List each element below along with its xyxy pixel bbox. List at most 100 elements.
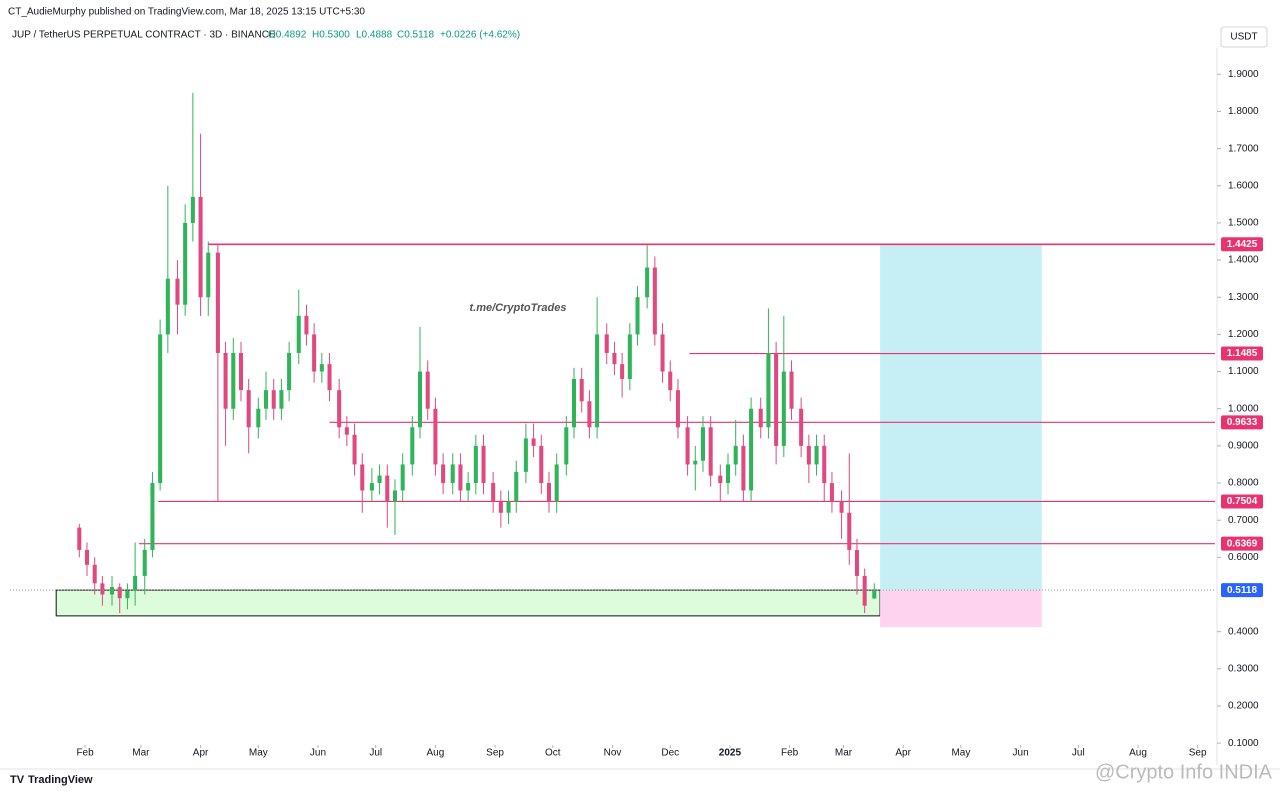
zone (880, 590, 1042, 628)
y-tick-label: 1.8000 (1228, 106, 1259, 117)
candle-body (400, 464, 405, 491)
candle-body (458, 464, 463, 491)
x-tick-label: May (249, 748, 268, 759)
y-tick-label: 0.1000 (1228, 738, 1259, 749)
candle-body (150, 483, 155, 550)
candle-body (491, 483, 496, 502)
candle-body (231, 352, 236, 409)
level-label: 1.1485 (1227, 348, 1258, 359)
candle-body (498, 501, 503, 513)
last-price-label: 0.5118 (1227, 585, 1257, 596)
x-tick-label: Aug (427, 748, 445, 759)
y-tick-label: 1.5000 (1228, 218, 1259, 229)
x-tick-label: Dec (661, 748, 679, 759)
candle-body (587, 401, 592, 428)
candle-body (781, 371, 786, 446)
candle-body (766, 352, 771, 428)
candle-body (385, 475, 390, 502)
x-tick-label: Apr (193, 748, 209, 759)
x-tick-label: Mar (835, 748, 853, 759)
candle-body (450, 464, 455, 484)
candle-body (175, 278, 180, 305)
candle-body (206, 252, 211, 298)
candle-body (352, 434, 357, 465)
candle-body (117, 587, 122, 599)
candle-body (725, 464, 731, 484)
candle-body (806, 445, 811, 465)
candle-body (564, 427, 569, 465)
candle-body (839, 501, 844, 513)
candle-body (854, 549, 859, 576)
change: +0.0226 (+4.62%) (440, 30, 520, 41)
candle-body (675, 390, 680, 428)
candle-body (604, 334, 609, 353)
y-tick-label: 0.2000 (1228, 701, 1259, 712)
currency-box[interactable] (1220, 26, 1268, 48)
candle-body (741, 445, 746, 491)
x-tick-label: Jun (1013, 748, 1029, 759)
level-label: 1.4425 (1227, 239, 1258, 250)
open: O0.4892 (268, 30, 307, 41)
candle-body (441, 464, 446, 484)
candle-body (296, 315, 301, 353)
level-tag (1221, 536, 1263, 551)
candle-body (693, 460, 698, 465)
candle-body (327, 364, 332, 391)
candle-body (645, 267, 650, 298)
x-tick-label: Sep (486, 748, 504, 759)
candle-body (92, 564, 97, 584)
candle-body (109, 587, 115, 595)
candle-body (660, 334, 665, 372)
candle-body (546, 483, 551, 502)
candle-body (190, 196, 195, 223)
candle-body (829, 483, 834, 502)
y-tick-label: 1.3000 (1228, 292, 1259, 303)
currency[interactable]: USDT (1230, 32, 1257, 43)
candle-body (392, 490, 398, 502)
y-tick-label: 0.8000 (1228, 478, 1259, 489)
y-tick-label: 0.9000 (1228, 441, 1259, 452)
last-price-tag (1221, 583, 1263, 598)
candle-body (287, 352, 292, 391)
candle-body (799, 408, 804, 446)
close: C0.5118 (397, 30, 435, 41)
zone (55, 589, 881, 617)
x-tick-label: Aug (1129, 748, 1147, 759)
candle-body (718, 475, 723, 484)
x-tick-label: Feb (76, 748, 94, 759)
annotation: t.me/CryptoTrades (470, 302, 567, 314)
level-label: 0.9633 (1227, 417, 1258, 428)
candle-body (319, 364, 324, 372)
candle-body (789, 371, 794, 409)
candle-body (814, 445, 819, 465)
candle-body (344, 427, 349, 435)
candle-body (733, 445, 738, 465)
zone (880, 244, 1042, 591)
candle-body (165, 278, 170, 335)
y-tick-label: 1.9000 (1228, 69, 1259, 80)
y-tick-label: 0.7000 (1228, 515, 1259, 526)
candle-body (263, 390, 269, 409)
candle-body (862, 575, 867, 606)
candle-body (652, 267, 657, 335)
candle-body (473, 445, 478, 484)
x-tick-label: Apr (895, 748, 911, 759)
candle-body (620, 364, 625, 379)
x-tick-label: Jun (310, 748, 326, 759)
candle-body (554, 464, 559, 502)
level-tag (1221, 346, 1263, 361)
candle-body (84, 549, 90, 565)
x-tick-label: Jul (1072, 748, 1085, 759)
level-label: 0.6369 (1227, 538, 1258, 549)
candle-body (635, 297, 640, 335)
candle-body (506, 501, 511, 513)
candle-body (523, 438, 528, 472)
candle-body (872, 590, 877, 599)
level-tag (1221, 237, 1263, 252)
candle-body (466, 483, 471, 491)
candle-body (360, 464, 365, 491)
x-tick-label: 2025 (719, 748, 742, 759)
x-tick-label: Jul (369, 748, 382, 759)
candle-body (279, 390, 284, 409)
